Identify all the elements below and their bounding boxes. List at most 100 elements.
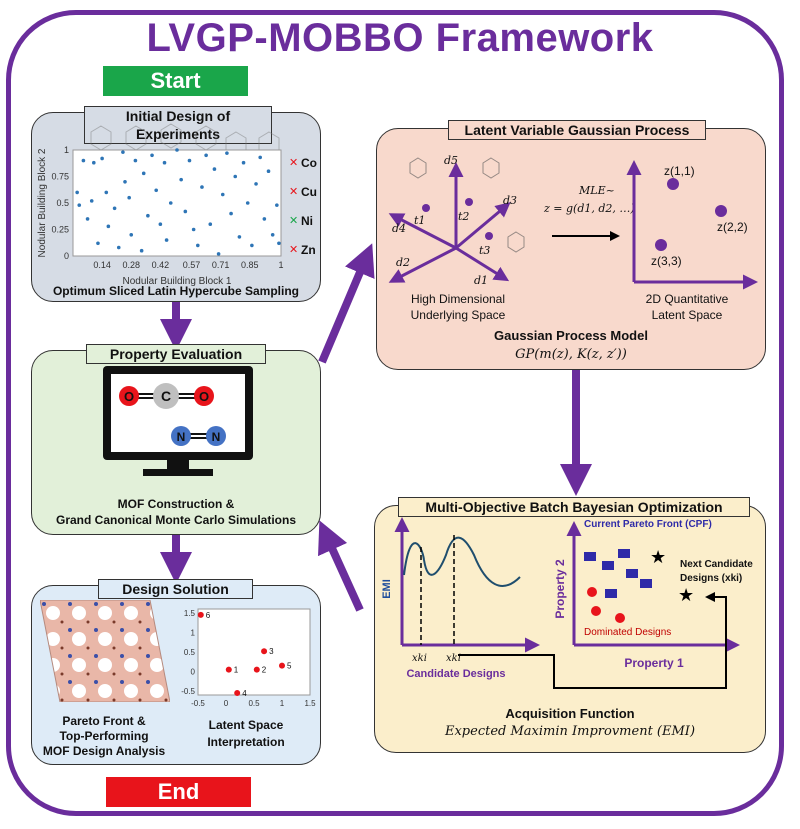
- doe-ytick-3: 0.75: [51, 172, 69, 182]
- doe-point-46: [258, 155, 262, 160]
- doe-point-20: [150, 153, 154, 158]
- acquisition-title: Acquisition Function: [505, 706, 635, 721]
- co2-o-right: [194, 386, 214, 406]
- doe-point-6: [96, 241, 100, 246]
- t1-point: [422, 204, 430, 212]
- mobbo-illustration: EMI xki xki Candidate Designs Property 2…: [381, 517, 753, 689]
- doe-point-14: [127, 195, 131, 200]
- doe-point-21: [154, 188, 158, 193]
- latent-z33-label: z(3,3): [651, 254, 682, 268]
- design-latent-plot: 1.5 1 0.5 0 -0.5 -0.5 0 0.5 1 1.5 6 3 1 2 5 4: [181, 608, 316, 708]
- doe-xtick-3: 0.57: [183, 260, 201, 270]
- doe-header: Initial Design of Experiments: [84, 106, 272, 144]
- property-caption-2: Grand Canonical Monte Carlo Simulations: [55, 513, 297, 527]
- co2-o-right-label: O: [199, 389, 209, 404]
- framework-title: LVGP-MOBBO Framework: [146, 16, 654, 60]
- star-candidate-1: ★: [650, 547, 666, 567]
- design-point-label-2: 2: [262, 666, 267, 675]
- start-label: Start: [103, 66, 248, 96]
- end-label: End: [106, 777, 251, 807]
- design-caption-right-1: Latent Space: [208, 718, 284, 732]
- mobbo-panel: [374, 505, 766, 753]
- design-xtick-2: 0.5: [248, 699, 260, 708]
- xk-label-2: xki: [446, 653, 461, 664]
- next-candidate-label-2: Designs (xki): [680, 573, 742, 584]
- next-candidate-label-1: Next Candidate: [680, 559, 753, 570]
- latent-z11-label: z(1,1): [664, 164, 695, 178]
- design-point-2: [253, 666, 260, 673]
- metal-label-Zn: Zn: [301, 243, 316, 257]
- doe-point-13: [123, 180, 127, 184]
- doe-point-25: [168, 201, 173, 205]
- design-caption-left-2: Top-Performing: [59, 729, 149, 743]
- doe-plot: 0.14 0.28 0.42 0.57 0.71 0.85 1 00.250.50.751 …: [37, 123, 317, 287]
- mle-label: MLE~: [578, 184, 615, 197]
- design-ytick-2: 0.5: [184, 648, 196, 657]
- doe-point-36: [216, 252, 221, 256]
- property-header: Property Evaluation: [86, 344, 266, 364]
- axis-d3: d3: [503, 194, 517, 207]
- property2-label: Property 2: [553, 559, 567, 619]
- t2-point: [465, 198, 473, 206]
- design-ytick-0: 1.5: [184, 609, 196, 618]
- t3-point: [485, 232, 493, 240]
- doe-point-48: [266, 169, 271, 173]
- doe-point-10: [112, 206, 117, 211]
- doe-ylabel: Nodular Building Block 2: [37, 148, 48, 257]
- design-point-label-1: 1: [234, 666, 239, 675]
- axis-d2: d2: [396, 256, 410, 269]
- design-caption-left-1: Pareto Front &: [62, 714, 146, 728]
- axis-d4: d4: [392, 222, 406, 235]
- design-ytick-3: 0: [191, 668, 196, 677]
- doe-point-5: [92, 160, 96, 165]
- doe-point-41: [237, 235, 242, 239]
- lvgp-caption-latent-1: 2D Quantitative: [645, 292, 729, 306]
- doe-point-30: [191, 227, 196, 232]
- design-header: Design Solution: [98, 579, 253, 599]
- doe-point-1: [77, 203, 82, 207]
- design-ytick-1: 1: [191, 628, 196, 637]
- doe-point-33: [204, 153, 208, 158]
- doe-plot-area: [72, 149, 282, 257]
- doe-xtick-5: 0.85: [241, 260, 259, 270]
- doe-point-45: [254, 182, 258, 186]
- mof-lattice: [40, 600, 170, 702]
- design-point-3: [261, 648, 268, 655]
- emi-curve: [403, 536, 521, 587]
- candidate-designs-label: Candidate Designs: [406, 668, 505, 680]
- doe-point-38: [225, 151, 229, 155]
- doe-point-27: [179, 177, 183, 182]
- doe-point-39: [229, 211, 233, 216]
- doe-xtick-2: 0.42: [152, 260, 170, 270]
- doe-xtick-0: 0.14: [93, 260, 111, 270]
- doe-point-44: [250, 243, 254, 248]
- property1-label: Property 1: [624, 656, 684, 670]
- axis-d1: d1: [474, 274, 488, 287]
- metal-label-Co: Co: [301, 156, 317, 170]
- doe-point-22: [158, 222, 163, 226]
- n2-n-right: [206, 426, 226, 446]
- design-point-5: [279, 662, 285, 669]
- t3-label: t3: [479, 244, 490, 257]
- doe-point-31: [196, 243, 200, 248]
- doe-point-7: [100, 156, 104, 161]
- lvgp-panel: [376, 128, 766, 370]
- lvgp-caption-high-1: High Dimensional: [410, 292, 506, 306]
- doe-ytick-2: 0.5: [56, 198, 69, 208]
- mle-formula: z = g(d1, d2, …): [543, 202, 635, 215]
- framework-border: [6, 10, 784, 816]
- design-point-label-5: 5: [287, 662, 292, 671]
- molecule-sketches: [409, 157, 525, 253]
- doe-point-4: [89, 199, 94, 203]
- doe-point-28: [183, 209, 188, 214]
- doe-point-12: [121, 150, 125, 154]
- lvgp-header: Latent Variable Gaussian Process: [448, 120, 706, 140]
- pareto-front-points: [584, 549, 652, 598]
- doe-point-0: [75, 190, 79, 195]
- design-xtick-1: 0: [224, 699, 229, 708]
- doe-point-18: [141, 171, 146, 176]
- axis-d5: d5: [444, 154, 458, 167]
- metal-icon-Co: ✕: [289, 157, 298, 169]
- doe-ytick-0: 0: [64, 251, 69, 261]
- latent-z22-label: z(2,2): [717, 220, 748, 234]
